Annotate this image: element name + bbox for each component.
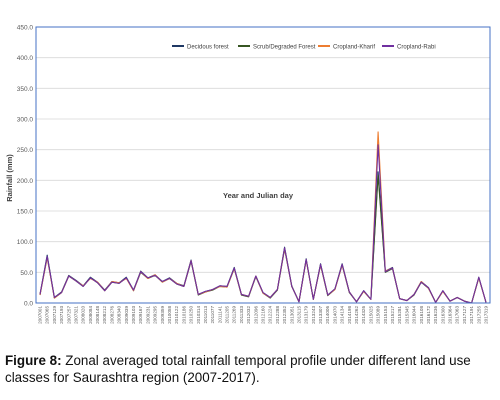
y-tick-label: 100.0 [17,239,34,246]
x-tick-label: 2015217 [390,306,395,324]
x-tick-label: 2016108 [419,306,424,324]
x-tick-label: 2012288 [275,306,280,324]
x-tick-label: 2014326 [361,306,366,324]
figure-caption: Figure 8: Zonal averaged total rainfall … [5,352,495,386]
x-tick-label: 2009231 [145,306,150,324]
y-tick-label: 200.0 [17,178,34,185]
legend-label: Cropland-Kharif [333,44,375,50]
x-tick-label: 2008212 [102,306,107,324]
x-tick-label: 2008084 [88,306,93,324]
x-tick-label: 2013051 [289,306,294,324]
x-tick-label: 2014262 [354,306,359,324]
x-tick-labels: 2007001 2007065 2007129 2007193 2007257 20073… [38,306,489,324]
legend-label: Cropland-Rabi [397,44,436,50]
x-tick-label: 2008148 [95,306,100,324]
x-tick-label: 2009359 [160,306,165,324]
x-tick-label: 2016364 [448,306,453,324]
legend-label: Scrub/Degraded Forest [253,44,316,50]
x-tick-label: 2015281 [397,306,402,324]
x-tick-label: 2009103 [131,306,136,324]
x-tick-label: 2007065 [45,306,50,324]
y-tick-label: 450.0 [17,25,34,32]
legend: Decidous forest Scrub/Degraded Forest Crop… [172,44,436,50]
gridlines [36,26,490,304]
x-tick-label: 2017191 [469,306,474,324]
y-tick-label: 350.0 [17,86,34,93]
figure-caption-text: Zonal averaged total rainfall temporal p… [5,353,471,385]
y-tick-label: 50.0 [20,270,33,277]
plot-area-border [35,26,491,304]
x-tick-label: 2015153 [383,306,388,324]
x-tick-label: 2012224 [268,306,273,324]
x-tick-label: 2008276 [109,306,114,324]
x-tick-label: 2017063 [455,306,460,324]
x-tick-label: 2007129 [52,306,57,324]
x-tick-label: 2011333 [239,306,244,324]
y-tick-label: 400.0 [17,55,34,62]
x-tick-label: 2016172 [426,306,431,324]
x-tick-label: 2014198 [347,306,352,324]
x-tick-label: 2007001 [38,306,43,324]
x-tick-label: 2017255 [476,306,481,324]
x-tick-label: 2007257 [66,306,71,324]
x-tick-label: 2013115 [296,306,301,324]
x-tick-label: 2010250 [189,306,194,324]
x-tick-label: 2012160 [261,306,266,324]
figure-caption-label: Figure 8: [5,353,62,368]
x-tick-label: 2014134 [340,306,345,324]
x-tick-label: 2010122 [174,306,179,324]
x-tick-label: 2015089 [376,306,381,324]
y-tick-label: 150.0 [17,209,34,216]
y-tick-label: 0.0 [24,301,33,308]
x-tick-label: 2008340 [117,306,122,324]
x-tick-label: 2016044 [412,306,417,324]
y-tick-label: 250.0 [17,147,34,154]
x-tick-label: 2014070 [332,306,337,324]
x-tick-label: 2011141 [217,306,222,324]
legend-label: Decidous forest [187,44,229,50]
x-tick-label: 2013179 [304,306,309,324]
series-line-3 [39,131,487,304]
x-tick-label: 2015025 [368,306,373,324]
x-tick-label: 2014006 [325,306,330,324]
series-line-4 [39,144,487,304]
x-tick-label: 2011205 [225,306,230,324]
x-tick-label: 2009295 [153,306,158,324]
x-tick-label: 2010186 [181,306,186,324]
y-tick-label: 300.0 [17,117,34,124]
y-tick-labels: 0.0 50.0 100.0 150.0 200.0 250.0 300.0 350.0 400… [17,25,34,308]
series-lines [39,131,487,304]
x-tick-label: 2015345 [404,306,409,324]
x-tick-label: 2011269 [232,306,237,324]
x-tick-label: 2016236 [433,306,438,324]
x-tick-label: 2007321 [73,306,78,324]
x-tick-label: 2009039 [124,306,129,324]
x-tick-label: 2008020 [81,306,86,324]
x-tick-label: 2009167 [138,306,143,324]
x-tick-label: 2013307 [318,306,323,324]
x-tick-label: 2017127 [462,306,467,324]
x-tick-label: 2010058 [167,306,172,324]
x-tick-label: 2007193 [59,306,64,324]
x-tick-label: 2012032 [246,306,251,324]
x-tick-label: 2016300 [440,306,445,324]
x-tick-label: 2012096 [253,306,258,324]
x-tick-label: 2011077 [210,306,215,324]
x-tick-label: 2011013 [203,306,208,324]
x-axis-title: Year and Julian day [223,191,294,200]
x-tick-label: 2010314 [196,306,201,324]
x-tick-label: 2017319 [484,306,489,324]
y-axis-title: Rainfall (mm) [5,154,14,202]
x-tick-label: 2012352 [282,306,287,324]
x-tick-label: 2013243 [311,306,316,324]
